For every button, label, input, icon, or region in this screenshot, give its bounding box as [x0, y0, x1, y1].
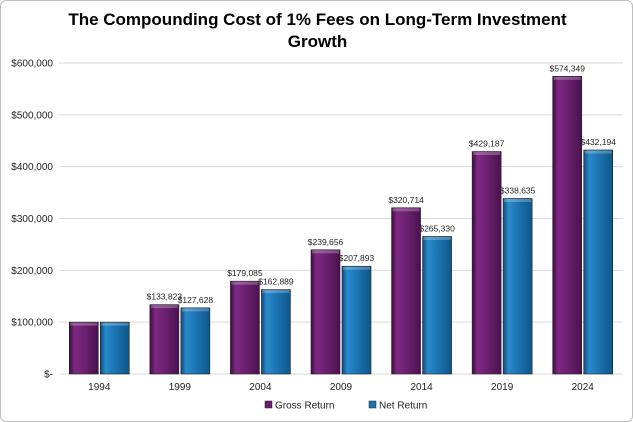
data-label: $432,194: [580, 137, 616, 147]
legend-swatch: [264, 400, 273, 409]
x-tick-label: 2019: [491, 382, 514, 393]
bar-highlight: [312, 250, 339, 254]
x-tick-label: 1994: [88, 382, 111, 393]
data-label: $320,714: [388, 195, 424, 205]
bar-net-return: [583, 149, 614, 375]
legend-swatch: [368, 400, 377, 409]
y-tick-label: $400,000: [11, 162, 53, 173]
x-tick-label: 2014: [410, 382, 433, 393]
y-tick-label: $200,000: [11, 266, 53, 277]
bar-highlight: [231, 281, 259, 285]
data-label: $239,656: [308, 237, 344, 247]
y-tick-label: $100,000: [11, 318, 53, 329]
bar-highlight: [473, 152, 501, 156]
y-tick-label: $500,000: [11, 110, 53, 121]
bar-gross-return: [391, 207, 421, 375]
y-tick-label: $600,000: [11, 59, 53, 70]
data-label: $265,330: [419, 223, 455, 233]
bar-net-return: [502, 198, 533, 375]
bar-net-return: [261, 289, 291, 375]
x-tick-label: 2004: [249, 382, 272, 393]
y-tick-label: $-: [44, 370, 53, 381]
data-label: $429,187: [469, 139, 505, 149]
bar-highlight: [392, 208, 420, 212]
bar-net-return: [422, 236, 452, 375]
bar-highlight: [150, 305, 178, 309]
x-tick-label: 2024: [572, 382, 595, 393]
bar-highlight: [553, 76, 581, 80]
bar-gross-return: [310, 249, 341, 375]
bar-highlight: [504, 198, 532, 202]
bar-gross-return: [149, 304, 180, 375]
x-tick-label: 2009: [330, 382, 353, 393]
data-label: $179,085: [227, 268, 263, 278]
bar-gross-return: [471, 151, 502, 375]
bar-gross-return: [230, 280, 260, 375]
legend-label: Net Return: [379, 401, 427, 412]
data-label: $207,893: [339, 253, 375, 263]
data-label: $162,889: [258, 277, 294, 287]
data-label: $574,349: [549, 63, 585, 73]
bar-highlight: [423, 236, 451, 240]
bar-highlight: [101, 322, 129, 326]
bar-net-return: [180, 307, 211, 375]
y-tick-label: $300,000: [11, 214, 53, 225]
bar-highlight: [181, 308, 209, 312]
bar-highlight: [262, 290, 290, 294]
data-label: $133,823: [147, 292, 183, 302]
data-label: $338,635: [500, 185, 536, 195]
data-label: $127,628: [178, 295, 214, 305]
x-tick-label: 1999: [169, 382, 192, 393]
bar-net-return: [99, 321, 130, 375]
bar-gross-return: [552, 75, 583, 375]
bar-highlight: [343, 266, 370, 270]
bar-net-return: [341, 265, 372, 375]
bar-gross-return: [68, 321, 99, 375]
bar-highlight: [584, 150, 612, 154]
chart-title: The Compounding Cost of 1% Fees on Long-…: [68, 10, 567, 51]
legend-label: Gross Return: [275, 401, 334, 412]
bar-highlight: [70, 322, 98, 326]
